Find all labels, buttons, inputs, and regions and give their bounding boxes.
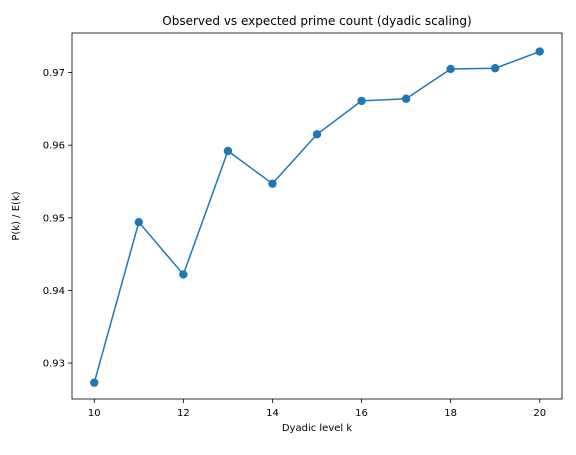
- x-tick-label: 16: [355, 408, 368, 419]
- y-tick-label: 0.93: [43, 359, 65, 370]
- x-axis: 10 12 14 16 18 20: [88, 399, 546, 419]
- data-point: [446, 64, 455, 74]
- y-tick-label: 0.96: [43, 141, 65, 152]
- data-point: [490, 64, 500, 73]
- data-point: [223, 146, 233, 156]
- data-point: [90, 378, 99, 387]
- x-tick-label: 12: [177, 408, 190, 419]
- data-point: [268, 179, 277, 188]
- y-axis-label: P(k) / E(k): [11, 191, 22, 240]
- data-point: [401, 94, 411, 103]
- x-axis-label: Dyadic level k: [282, 423, 353, 434]
- plot-frame: [71, 32, 563, 400]
- data-point: [179, 270, 188, 279]
- x-tick-label: 18: [444, 408, 457, 419]
- x-tick-label: 10: [88, 408, 101, 419]
- series-markers: [90, 47, 544, 387]
- y-axis: 0.93 0.94 0.95 0.96 0.97: [43, 68, 72, 370]
- y-tick-label: 0.97: [43, 68, 65, 79]
- x-tick-label: 20: [533, 408, 546, 419]
- data-point: [535, 47, 544, 56]
- series-line: [93, 50, 540, 383]
- data-point: [312, 130, 322, 139]
- data-point: [357, 96, 366, 106]
- x-tick-label: 14: [266, 408, 279, 419]
- y-tick-label: 0.95: [43, 213, 65, 224]
- chart-title: Observed vs expected prime count (dyadic…: [162, 14, 471, 28]
- y-tick-label: 0.94: [43, 286, 65, 297]
- data-point: [134, 217, 144, 227]
